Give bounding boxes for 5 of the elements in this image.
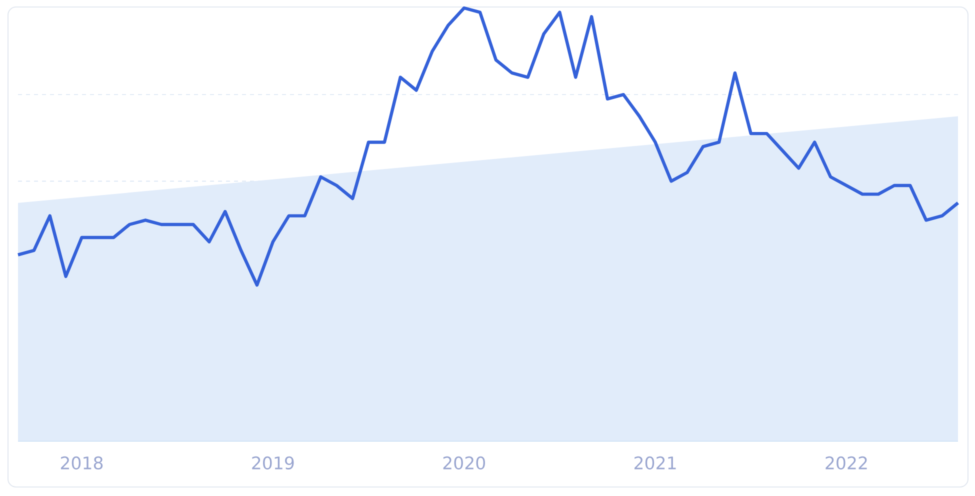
- x-tick-label: 2018: [60, 456, 103, 470]
- x-tick-label: 2019: [252, 456, 294, 470]
- x-tick-label: 2022: [826, 456, 867, 470]
- x-tick-label: 2021: [634, 456, 676, 470]
- x-tick-label: 2020: [443, 456, 485, 470]
